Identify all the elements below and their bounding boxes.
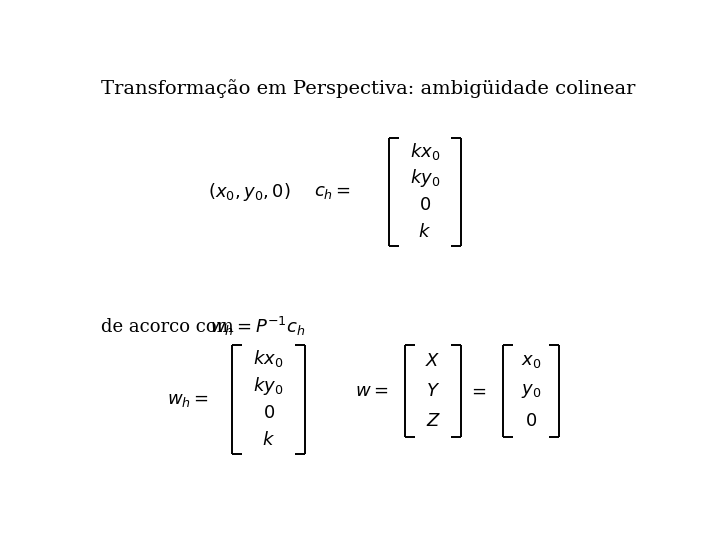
Text: $k$: $k$ — [418, 223, 431, 241]
Text: $x_0$: $x_0$ — [521, 352, 541, 370]
Text: $=$: $=$ — [469, 382, 487, 400]
Text: $k$: $k$ — [262, 431, 275, 449]
Text: $X$: $X$ — [426, 352, 441, 370]
Text: $(x_0, y_0, 0)$: $(x_0, y_0, 0)$ — [207, 180, 290, 202]
Text: $0$: $0$ — [419, 196, 431, 214]
Text: Transformação em Perspectiva: ambigüidade colinear: Transformação em Perspectiva: ambigüidad… — [101, 79, 636, 98]
Text: $0$: $0$ — [525, 413, 537, 430]
Text: $y_0$: $y_0$ — [521, 382, 541, 400]
Text: $kx_0$: $kx_0$ — [410, 140, 440, 161]
Text: de acorco com: de acorco com — [101, 318, 234, 336]
Text: $kx_0$: $kx_0$ — [253, 348, 284, 369]
Text: $Z$: $Z$ — [426, 413, 441, 430]
Text: $c_h =$: $c_h =$ — [314, 183, 351, 201]
Text: $w =$: $w =$ — [355, 382, 389, 400]
Text: $ky_0$: $ky_0$ — [410, 167, 440, 189]
Text: $0$: $0$ — [263, 404, 274, 422]
Text: $Y$: $Y$ — [426, 382, 440, 400]
Text: $ky_0$: $ky_0$ — [253, 375, 284, 397]
Text: $w_h = P^{-1}c_h$: $w_h = P^{-1}c_h$ — [210, 315, 305, 338]
Text: $w_h =$: $w_h =$ — [167, 390, 209, 409]
